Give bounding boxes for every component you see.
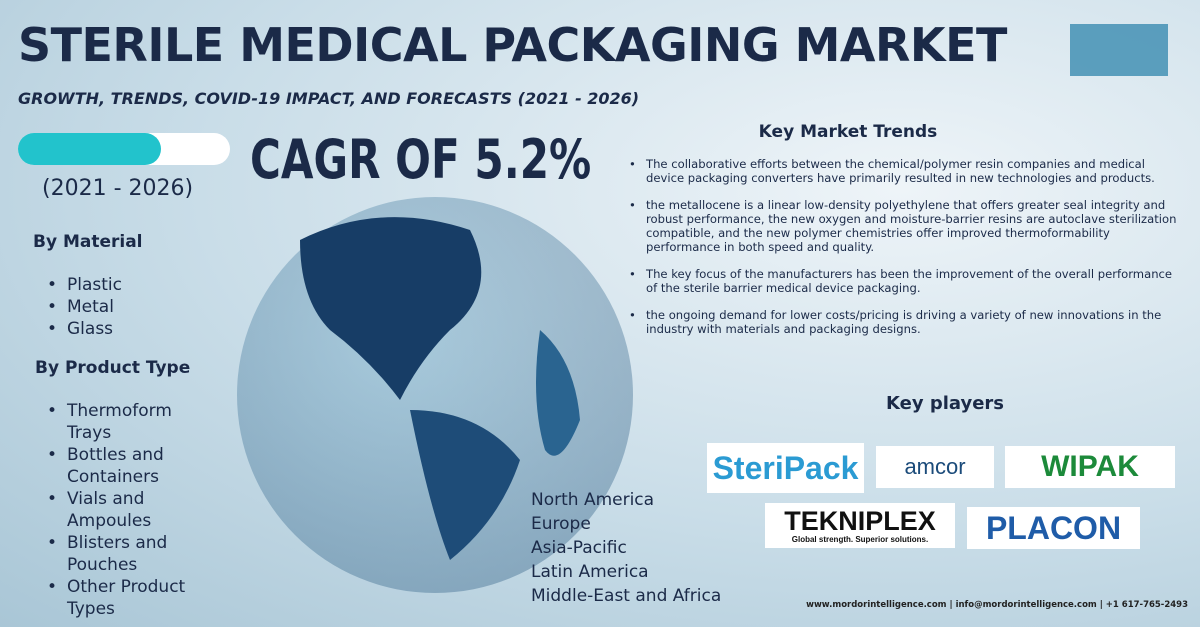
progress-fill — [18, 133, 161, 165]
segment-item: Bottles and Containers — [47, 444, 207, 488]
logo: SteriPack — [707, 443, 864, 493]
segment-heading: By Product Type — [35, 358, 191, 378]
logo-name: TEKNIPLEX — [784, 506, 936, 536]
logo-tagline: Global strength. Superior solutions. — [791, 535, 929, 544]
segments: By Material Plastic Metal Glass By Produ… — [33, 232, 233, 620]
region: Asia-Pacific — [531, 538, 627, 558]
logo: TEKNIPLEX Global strength. Superior solu… — [765, 503, 955, 548]
cagr-period: (2021 - 2026) — [42, 176, 194, 201]
region: North America — [531, 490, 655, 510]
segment-heading: By Material — [33, 232, 143, 252]
footer: www.mordorintelligence.com | info@mordor… — [806, 600, 1188, 610]
trends-heading: Key Market Trends — [758, 122, 938, 142]
trend: The key focus of the manufacturers has b… — [629, 267, 1186, 295]
trend: the metallocene is a linear low-density … — [629, 198, 1186, 254]
segment-item: Blisters and Pouches — [47, 532, 207, 576]
trend: The collaborative efforts between the ch… — [629, 157, 1186, 185]
subtitle: GROWTH, TRENDS, COVID-19 IMPACT, AND FOR… — [18, 89, 640, 108]
segment-item: Vials and Ampoules — [47, 488, 207, 532]
logo: PLACON — [967, 507, 1140, 549]
regions: North America Europe Asia-Pacific Latin … — [531, 488, 721, 608]
logo: amcor — [876, 446, 994, 488]
cagr: CAGR OF 5.2% — [250, 128, 592, 191]
segment-item: Thermoform Trays — [47, 400, 207, 444]
region: Middle-East and Africa — [531, 586, 722, 606]
progress-bar — [18, 133, 230, 165]
segment-list: Plastic Metal Glass — [47, 274, 233, 340]
trends-list: The collaborative efforts between the ch… — [629, 157, 1186, 349]
segment-item: Metal — [47, 296, 233, 318]
players-heading: Key players — [885, 393, 1005, 414]
logo: WIPAK — [1005, 446, 1175, 488]
region: Europe — [531, 514, 591, 534]
segment-item: Other Product Types — [47, 576, 207, 620]
trend: the ongoing demand for lower costs/prici… — [629, 308, 1186, 336]
segment-item: Plastic — [47, 274, 233, 296]
title: STERILE MEDICAL PACKAGING MARKET — [18, 18, 1007, 72]
segment-list: Thermoform Trays Bottles and Containers … — [47, 400, 207, 620]
region: Latin America — [531, 562, 649, 582]
segment-item: Glass — [47, 318, 233, 340]
